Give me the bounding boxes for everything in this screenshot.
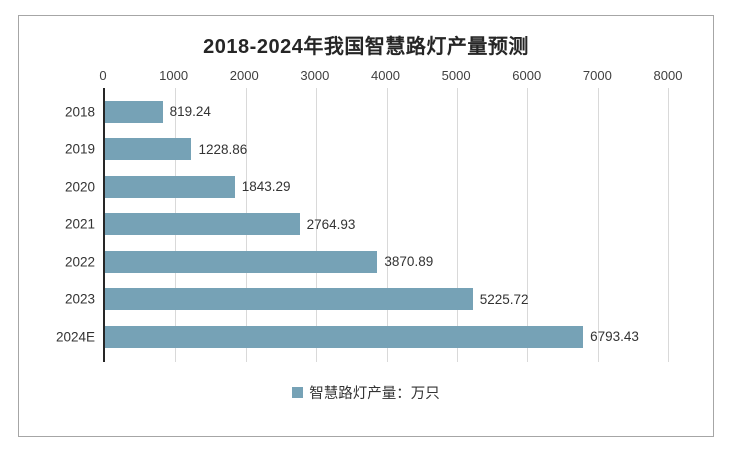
bar-row: 2018 819.24 <box>65 93 668 131</box>
axis-tick-label: 4000 <box>371 68 400 83</box>
bar-line: 1843.29 <box>105 175 668 198</box>
value-label: 1228.86 <box>198 141 248 157</box>
bar-row: 2023 5225.72 <box>65 281 668 319</box>
gridline <box>316 88 318 362</box>
category-label: 2019 <box>64 141 95 157</box>
axis-tick-label: 8000 <box>653 68 683 83</box>
chart-frame: 2018-2024年我国智慧路灯产量预测 0 1000 2000 3000 4000 50… <box>18 15 714 437</box>
bar-line: 3870.89 <box>105 250 668 273</box>
value-label: 6793.43 <box>590 329 639 345</box>
gridline <box>456 88 458 362</box>
axis-tick-label: 0 <box>99 68 107 83</box>
gridline <box>527 88 529 362</box>
bar <box>105 288 473 311</box>
bar-line: 6793.43 <box>105 325 668 348</box>
bar-row: 2024E 6793.43 <box>56 318 668 356</box>
value-label: 3870.89 <box>384 254 434 270</box>
value-label: 2764.93 <box>306 216 356 232</box>
legend: 智慧路灯产量：万只 <box>19 382 713 403</box>
bar-row: 2021 2764.93 <box>65 206 668 244</box>
axis-tick-label: 7000 <box>582 68 612 83</box>
gridline <box>668 88 669 362</box>
x-axis: 0 1000 2000 3000 4000 5000 6000 7000 8000 <box>99 68 682 84</box>
category-label: 2024E <box>55 329 95 345</box>
category-label: 2018 <box>64 104 95 120</box>
value-label: 1843.29 <box>241 179 291 195</box>
gridline <box>597 88 599 362</box>
bar <box>105 213 300 236</box>
gridline <box>386 88 388 362</box>
bar-row: 2019 1228.86 <box>65 131 668 169</box>
chart-title: 2018-2024年我国智慧路灯产量预测 <box>203 36 529 58</box>
bar <box>105 175 235 198</box>
axis-tick-label: 5000 <box>441 68 471 83</box>
category-label: 2021 <box>64 216 95 232</box>
bar-line: 1228.86 <box>105 138 668 161</box>
bar-row: 2022 3870.89 <box>65 243 668 281</box>
value-label: 819.24 <box>169 104 211 120</box>
axis-tick-label: 6000 <box>512 68 542 83</box>
bar <box>105 138 192 161</box>
legend-label: 智慧路灯产量：万只 <box>309 385 440 402</box>
category-label: 2022 <box>64 254 95 270</box>
value-label: 5225.72 <box>479 291 529 307</box>
axis-tick-label: 2000 <box>229 68 259 83</box>
bar-line: 5225.72 <box>105 288 668 311</box>
axis-tick-label: 1000 <box>159 68 189 83</box>
bar-row: 2020 1843.29 <box>65 168 668 206</box>
plot-rows: 2018 819.24 2019 1228.86 2020 1843.29 2021 2764… <box>56 88 669 362</box>
bar <box>105 325 584 348</box>
bar <box>105 100 163 123</box>
axis-tick-label: 3000 <box>300 68 330 83</box>
legend-marker-icon <box>292 386 304 398</box>
bar <box>105 250 378 273</box>
category-label: 2020 <box>64 179 95 195</box>
category-label: 2023 <box>64 291 95 307</box>
bar-line: 819.24 <box>105 100 668 123</box>
bar-line: 2764.93 <box>105 213 668 236</box>
